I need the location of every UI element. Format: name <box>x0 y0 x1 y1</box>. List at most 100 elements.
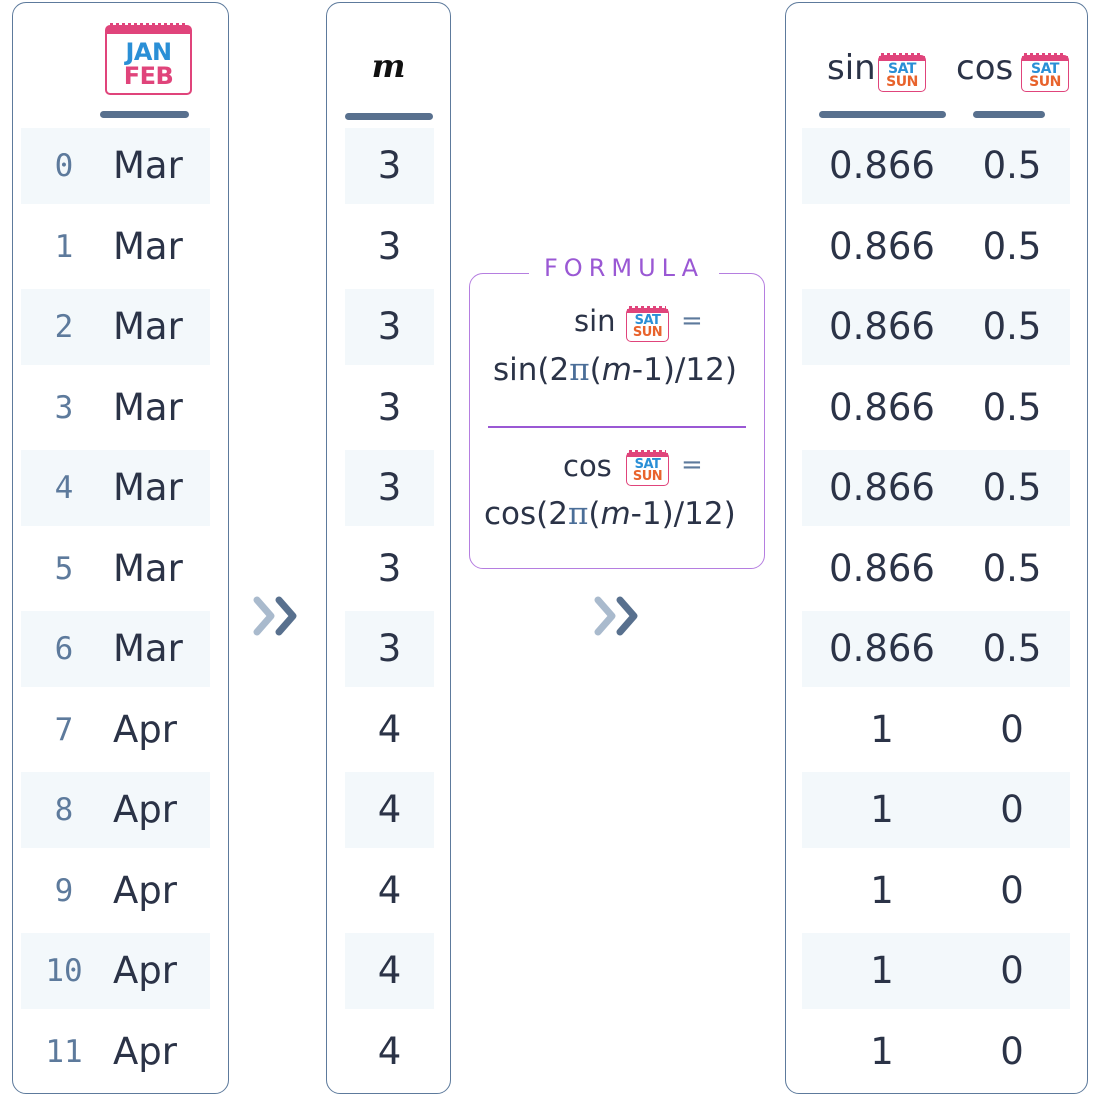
m-row: 4 <box>345 933 434 1009</box>
month-row: 6 Mar <box>21 611 210 687</box>
month-name: Mar <box>113 225 183 268</box>
sin-value: 0.866 <box>829 144 935 187</box>
sin-cos-row: 0.866 0.5 <box>802 289 1070 365</box>
m-row: 4 <box>345 692 434 768</box>
cos-value: 0.5 <box>982 547 1042 590</box>
month-row: 5 Mar <box>21 531 210 607</box>
sin-header-underline <box>819 111 946 118</box>
cos-value: 0.5 <box>982 305 1042 348</box>
m-row: 3 <box>345 450 434 526</box>
sin-value: 0.866 <box>829 305 935 348</box>
sin-column-header: sin <box>827 48 876 88</box>
sin-value: 1 <box>870 1030 894 1073</box>
month-row: 4 Mar <box>21 450 210 526</box>
m-row: 3 <box>345 128 434 204</box>
month-name: Mar <box>113 144 183 187</box>
cos-value: 0 <box>1000 1030 1024 1073</box>
m-value: 3 <box>377 144 402 187</box>
row-index: 10 <box>45 953 83 989</box>
double-chevron-right-icon <box>594 596 638 636</box>
formula-title: FORMULA <box>529 253 719 283</box>
m-value: 4 <box>377 949 402 992</box>
cos-value: 0.5 <box>982 627 1042 670</box>
row-index: 0 <box>54 148 74 184</box>
m-row: 4 <box>345 1014 434 1090</box>
formula-box <box>469 273 765 569</box>
row-index: 3 <box>54 390 74 426</box>
sin-value: 0.866 <box>829 627 935 670</box>
month-row: 0 Mar <box>21 128 210 204</box>
sin-cos-row: 0.866 0.5 <box>802 611 1070 687</box>
month-name: Apr <box>113 869 178 912</box>
month-row: 8 Apr <box>21 772 210 848</box>
cos-value: 0 <box>1000 788 1024 831</box>
cos-column-header: cos <box>956 48 1014 88</box>
m-row: 4 <box>345 853 434 929</box>
sin-value: 1 <box>870 788 894 831</box>
cos-value: 0.5 <box>982 225 1042 268</box>
m-row: 3 <box>345 289 434 365</box>
m-column-header: m <box>371 47 406 85</box>
month-name: Apr <box>113 708 178 751</box>
row-index: 8 <box>54 792 74 828</box>
m-value: 4 <box>377 869 402 912</box>
weekend-calendar-icon: SAT SUN <box>626 450 669 486</box>
formula-sin-expression: sin(2π(m-1)/12) <box>493 352 737 388</box>
sin-value: 0.866 <box>829 466 935 509</box>
month-name: Mar <box>113 547 183 590</box>
month-row: 10 Apr <box>21 933 210 1009</box>
m-row: 3 <box>345 370 434 446</box>
m-value: 4 <box>377 788 402 831</box>
sin-cos-row: 0.866 0.5 <box>802 209 1070 285</box>
cos-header-underline <box>973 111 1045 118</box>
sin-value: 1 <box>870 708 894 751</box>
m-value: 3 <box>377 547 402 590</box>
row-index: 7 <box>54 712 74 748</box>
formula-cos-label: cos <box>563 449 612 483</box>
m-row: 3 <box>345 611 434 687</box>
sin-value: 1 <box>870 869 894 912</box>
sin-cos-row: 0.866 0.5 <box>802 128 1070 204</box>
cos-value: 0 <box>1000 708 1024 751</box>
cos-value: 0 <box>1000 949 1024 992</box>
month-name: Mar <box>113 386 183 429</box>
month-row: 2 Mar <box>21 289 210 365</box>
row-index: 9 <box>54 873 74 909</box>
month-row: 11 Apr <box>21 1014 210 1090</box>
month-name: Apr <box>113 788 178 831</box>
m-value: 3 <box>377 225 402 268</box>
month-name: Mar <box>113 305 183 348</box>
row-index: 6 <box>54 631 74 667</box>
sin-value: 0.866 <box>829 547 935 590</box>
row-index: 5 <box>54 551 74 587</box>
m-row: 4 <box>345 772 434 848</box>
m-value: 3 <box>377 386 402 429</box>
month-name: Mar <box>113 627 183 670</box>
cos-value: 0.5 <box>982 144 1042 187</box>
m-value: 4 <box>377 708 402 751</box>
sin-cos-row: 0.866 0.5 <box>802 450 1070 526</box>
month-row: 9 Apr <box>21 853 210 929</box>
cos-value: 0.5 <box>982 466 1042 509</box>
month-name: Mar <box>113 466 183 509</box>
cos-value: 0 <box>1000 869 1024 912</box>
m-value: 3 <box>377 466 402 509</box>
m-row: 3 <box>345 209 434 285</box>
sin-cos-row: 0.866 0.5 <box>802 370 1070 446</box>
cos-value: 0.5 <box>982 386 1042 429</box>
weekend-calendar-icon: SAT SUN <box>626 306 669 342</box>
weekend-calendar-icon: SAT SUN <box>1021 53 1069 92</box>
row-index: 4 <box>54 470 74 506</box>
calendar-month-icon: JAN FEB <box>105 23 192 95</box>
row-index: 11 <box>45 1034 83 1070</box>
sin-cos-row: 0.866 0.5 <box>802 531 1070 607</box>
weekend-calendar-icon: SAT SUN <box>878 53 926 92</box>
formula-sin-equals: = <box>681 306 703 336</box>
month-name: Apr <box>113 949 178 992</box>
double-chevron-right-icon <box>253 596 297 636</box>
formula-divider <box>488 426 746 428</box>
